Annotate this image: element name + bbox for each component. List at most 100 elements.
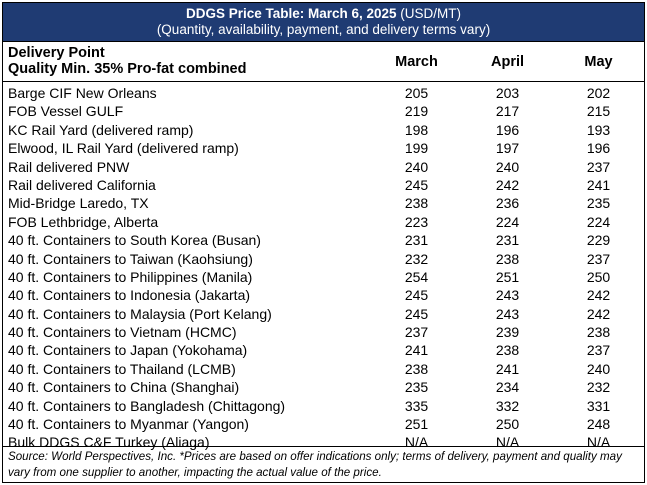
row-value-march: 240 bbox=[404, 158, 429, 175]
header-month-march: March bbox=[395, 54, 438, 70]
row-value-march: 238 bbox=[404, 195, 429, 212]
table-row: 40 ft. Containers to Taiwan (Kaohsiung) 2… bbox=[3, 250, 644, 268]
row-value-march: 251 bbox=[404, 416, 429, 433]
row-value-march: 254 bbox=[404, 268, 429, 285]
row-value-april: 241 bbox=[495, 360, 520, 377]
row-value-april: 250 bbox=[495, 416, 520, 433]
header-month-april: April bbox=[490, 54, 525, 70]
row-value-may: 250 bbox=[586, 268, 611, 285]
row-delivery-point: Rail delivered California bbox=[8, 176, 156, 193]
row-value-may: 229 bbox=[586, 232, 611, 249]
row-value-may: 237 bbox=[586, 250, 611, 267]
row-value-march: 232 bbox=[404, 250, 429, 267]
row-value-april: 217 bbox=[495, 103, 520, 120]
table-row: Rail delivered PNW 240 240 237 bbox=[3, 158, 644, 176]
row-value-may: 242 bbox=[586, 287, 611, 304]
row-delivery-point: 40 ft. Containers to Bangladesh (Chittag… bbox=[8, 397, 286, 414]
header-label-line2: Quality Min. 35% Pro-fat combined bbox=[8, 61, 247, 77]
row-delivery-point: Mid-Bridge Laredo, TX bbox=[8, 195, 149, 212]
table-body: Barge CIF New Orleans 205 203 202 FOB Vessel… bbox=[3, 82, 644, 452]
table-header-row: Delivery Point Quality Min. 35% Pro-fat … bbox=[3, 42, 644, 82]
row-value-april: 236 bbox=[495, 195, 520, 212]
table-row: 40 ft. Containers to China (Shanghai) 235… bbox=[3, 378, 644, 396]
row-value-april: 224 bbox=[495, 213, 520, 230]
row-value-march: 231 bbox=[404, 232, 429, 249]
row-value-april: 251 bbox=[495, 268, 520, 285]
row-value-march: 223 bbox=[404, 213, 429, 230]
row-value-may: 248 bbox=[586, 416, 611, 433]
row-value-april: 243 bbox=[495, 305, 520, 322]
row-delivery-point: 40 ft. Containers to China (Shanghai) bbox=[8, 379, 240, 396]
row-value-march: 238 bbox=[404, 360, 429, 377]
row-value-may: 238 bbox=[586, 324, 611, 341]
table-row: Elwood, IL Rail Yard (delivered ramp) 199… bbox=[3, 139, 644, 157]
row-delivery-point: 40 ft. Containers to Vietnam (HCMC) bbox=[8, 324, 237, 341]
row-delivery-point: 40 ft. Containers to Myanmar (Yangon) bbox=[8, 416, 249, 433]
table-row: 40 ft. Containers to Malaysia (Port Kela… bbox=[3, 305, 644, 323]
table-row: 40 ft. Containers to Vietnam (HCMC) 237 23… bbox=[3, 323, 644, 341]
table-title-bold: DDGS Price Table: March 6, 2025 bbox=[185, 6, 397, 21]
table-subtitle: (Quantity, availability, payment, and de… bbox=[156, 22, 491, 37]
row-value-march: 198 bbox=[404, 121, 429, 138]
table-row: FOB Lethbridge, Alberta 223 224 224 bbox=[3, 213, 644, 231]
source-footnote: Source: World Perspectives, Inc. *Prices… bbox=[3, 446, 644, 482]
row-value-may: 237 bbox=[586, 342, 611, 359]
row-delivery-point: Elwood, IL Rail Yard (delivered ramp) bbox=[8, 140, 239, 157]
table-row: 40 ft. Containers to Japan (Yokohama) 241… bbox=[3, 341, 644, 359]
table-row: 40 ft. Containers to Philippines (Manila… bbox=[3, 268, 644, 286]
row-delivery-point: FOB Vessel GULF bbox=[8, 103, 124, 120]
row-value-march: 199 bbox=[404, 140, 429, 157]
row-value-may: 224 bbox=[586, 213, 611, 230]
row-value-may: 232 bbox=[586, 379, 611, 396]
row-value-april: 197 bbox=[495, 140, 520, 157]
row-value-april: 231 bbox=[495, 232, 520, 249]
table-title-unit: (USD/MT) bbox=[396, 6, 462, 21]
row-value-may: 331 bbox=[586, 397, 611, 414]
header-delivery-point: Delivery Point Quality Min. 35% Pro-fat … bbox=[3, 42, 371, 81]
row-value-march: 245 bbox=[404, 176, 429, 193]
row-value-april: 239 bbox=[495, 324, 520, 341]
table-row: 40 ft. Containers to South Korea (Busan)… bbox=[3, 231, 644, 249]
row-value-april: 238 bbox=[495, 250, 520, 267]
row-value-may: 242 bbox=[586, 305, 611, 322]
table-title: DDGS Price Table: March 6, 2025 (USD/MT) bbox=[3, 6, 644, 22]
row-delivery-point: Barge CIF New Orleans bbox=[8, 85, 157, 101]
row-delivery-point: 40 ft. Containers to Japan (Yokohama) bbox=[8, 342, 248, 359]
header-label-line1: Delivery Point bbox=[8, 45, 105, 61]
row-value-april: 196 bbox=[495, 121, 520, 138]
row-delivery-point: 40 ft. Containers to Indonesia (Jakarta) bbox=[8, 287, 251, 304]
row-delivery-point: 40 ft. Containers to Malaysia (Port Kela… bbox=[8, 305, 272, 322]
row-delivery-point: Rail delivered PNW bbox=[8, 158, 130, 175]
row-delivery-point: 40 ft. Containers to Taiwan (Kaohsiung) bbox=[8, 250, 253, 267]
row-value-may: 235 bbox=[586, 195, 611, 212]
table-row: Rail delivered California 245 242 241 bbox=[3, 176, 644, 194]
row-value-april: 238 bbox=[495, 342, 520, 359]
row-delivery-point: FOB Lethbridge, Alberta bbox=[8, 213, 159, 230]
row-value-may: 202 bbox=[586, 85, 611, 101]
row-value-may: 237 bbox=[586, 158, 611, 175]
table-row: Mid-Bridge Laredo, TX 238 236 235 bbox=[3, 194, 644, 212]
row-value-may: 240 bbox=[586, 360, 611, 377]
row-value-march: 241 bbox=[404, 342, 429, 359]
row-value-april: 240 bbox=[495, 158, 520, 175]
row-value-march: 219 bbox=[404, 103, 429, 120]
row-value-april: 332 bbox=[495, 397, 520, 414]
table-row: 40 ft. Containers to Bangladesh (Chittag… bbox=[3, 397, 644, 415]
table-row: KC Rail Yard (delivered ramp) 198 196 193 bbox=[3, 121, 644, 139]
table-row: 40 ft. Containers to Indonesia (Jakarta)… bbox=[3, 286, 644, 304]
row-value-april: 243 bbox=[495, 287, 520, 304]
row-delivery-point: 40 ft. Containers to Philippines (Manila… bbox=[8, 268, 253, 285]
table-row: Barge CIF New Orleans 205 203 202 bbox=[3, 84, 644, 102]
row-value-march: 235 bbox=[404, 379, 429, 396]
row-value-may: 215 bbox=[586, 103, 611, 120]
row-value-may: 241 bbox=[586, 176, 611, 193]
row-value-may: 193 bbox=[586, 121, 611, 138]
table-row: 40 ft. Containers to Myanmar (Yangon) 251… bbox=[3, 415, 644, 433]
row-delivery-point: 40 ft. Containers to South Korea (Busan) bbox=[8, 232, 261, 249]
row-value-april: 203 bbox=[495, 85, 520, 101]
header-month-may: May bbox=[584, 54, 613, 70]
row-value-march: 335 bbox=[404, 397, 429, 414]
row-value-march: 205 bbox=[404, 85, 429, 101]
row-value-march: 245 bbox=[404, 305, 429, 322]
